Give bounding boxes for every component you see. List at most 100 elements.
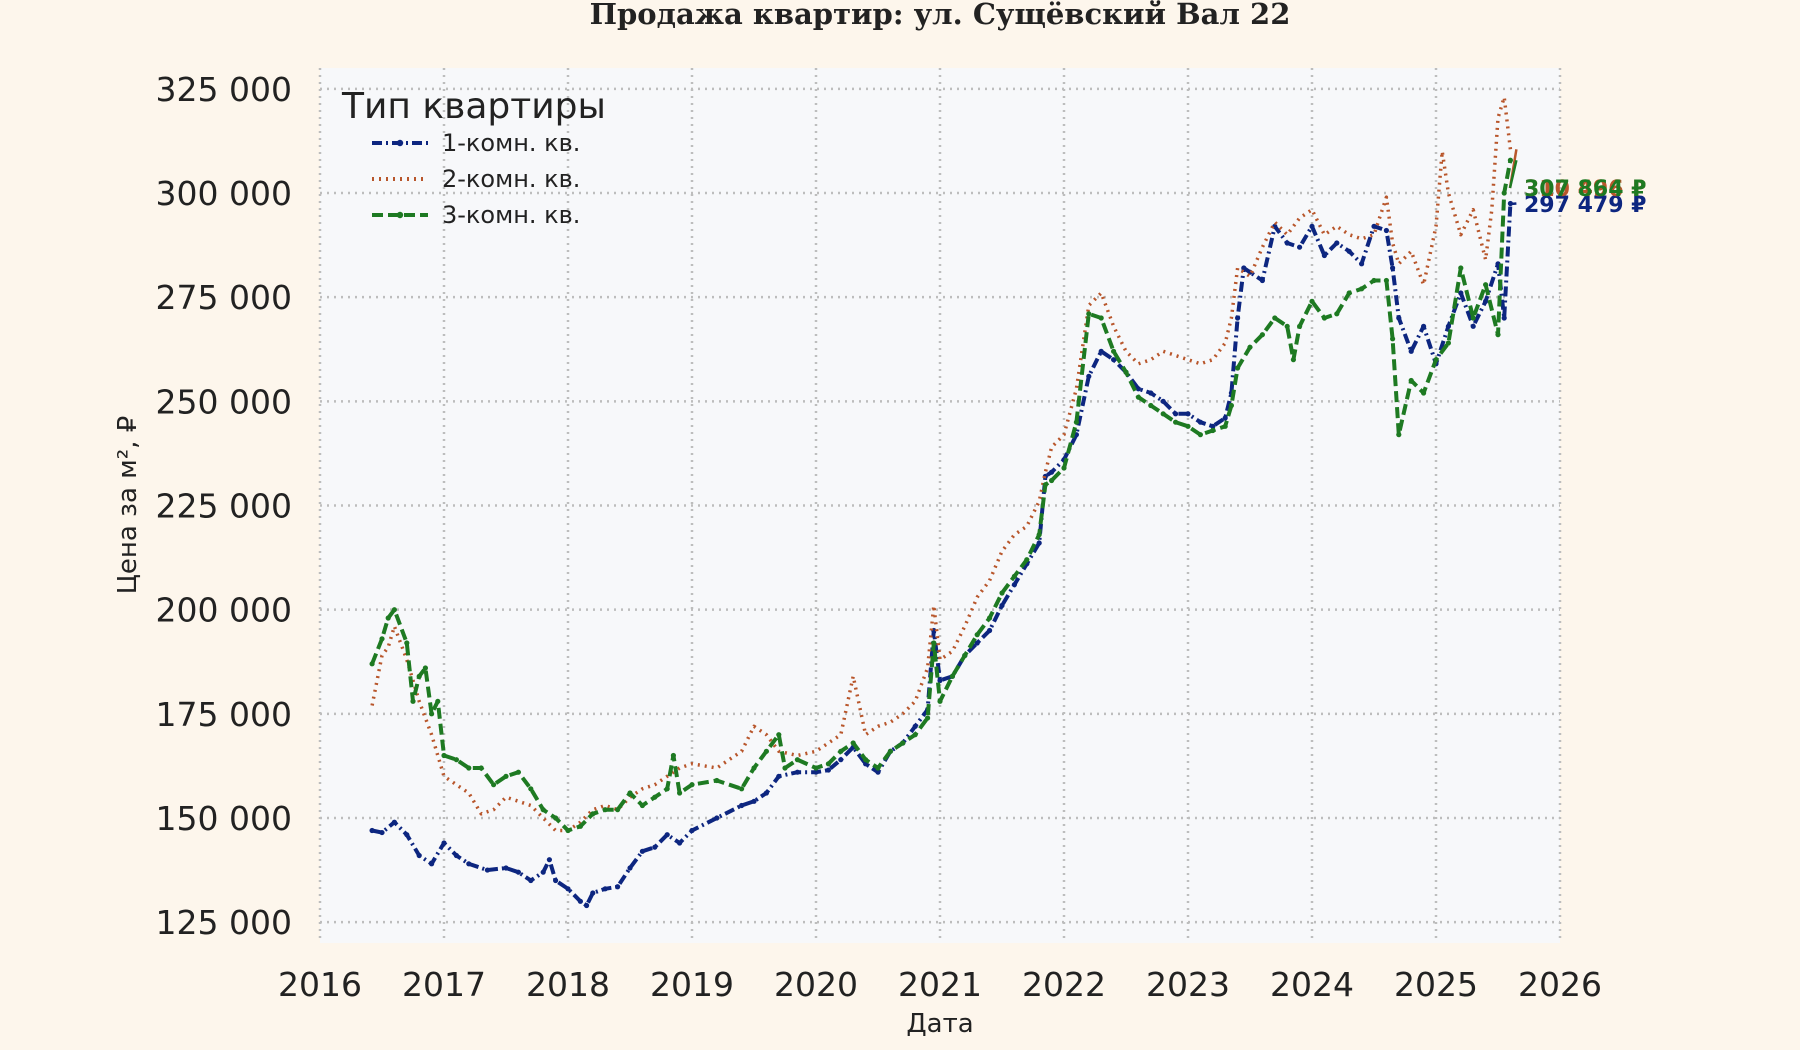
data-point <box>528 786 534 792</box>
data-point <box>794 769 801 775</box>
data-point <box>782 765 788 771</box>
data-point <box>1346 290 1352 296</box>
data-point <box>1135 386 1141 392</box>
data-point <box>1433 357 1439 363</box>
data-point <box>429 861 435 867</box>
data-point <box>1241 265 1247 271</box>
data-point <box>615 884 621 890</box>
data-point <box>974 640 980 646</box>
x-tick-label: 2019 <box>650 965 734 1004</box>
data-point <box>577 898 584 904</box>
data-point <box>1284 240 1290 246</box>
data-point <box>590 811 596 817</box>
data-point <box>1222 423 1228 429</box>
data-point <box>1334 240 1340 246</box>
data-point <box>813 769 819 775</box>
x-axis-label: Дата <box>906 1009 973 1039</box>
data-point <box>385 615 391 621</box>
data-point <box>751 765 757 771</box>
x-tick-label: 2024 <box>1270 965 1354 1004</box>
data-point <box>1421 390 1427 396</box>
data-point <box>1135 394 1141 400</box>
data-point <box>422 665 428 671</box>
data-point <box>813 765 819 771</box>
data-point <box>1390 265 1396 271</box>
data-point <box>677 840 683 846</box>
data-point <box>1346 248 1352 254</box>
data-point <box>670 752 677 759</box>
data-point <box>590 890 596 896</box>
y-axis-label: Цена за м², ₽ <box>113 416 143 595</box>
end-label: 310 496 ₽ <box>1524 177 1646 202</box>
data-point <box>825 767 832 773</box>
data-point <box>925 715 931 721</box>
data-point <box>1483 298 1489 304</box>
y-tick-label: 225 000 <box>156 487 292 526</box>
data-point <box>1197 419 1203 425</box>
data-point <box>1495 332 1501 338</box>
data-point <box>1309 223 1315 229</box>
end-label: 297 479 ₽ <box>1524 193 1646 218</box>
data-point <box>1185 423 1191 429</box>
data-point <box>739 802 745 809</box>
data-point <box>478 765 484 771</box>
y-tick-label: 200 000 <box>156 591 292 630</box>
x-tick-label: 2021 <box>898 965 982 1004</box>
data-point <box>1036 532 1042 538</box>
data-point <box>1359 261 1365 267</box>
y-tick-label: 250 000 <box>156 382 292 421</box>
data-point <box>391 607 397 613</box>
data-point <box>1408 377 1414 384</box>
data-point <box>1036 540 1042 546</box>
data-point <box>410 698 416 704</box>
legend: Тип квартиры 1-комн. кв. 2-комн. кв. 3-ком… <box>341 86 606 229</box>
legend-marker <box>396 211 404 219</box>
data-point <box>1470 315 1476 321</box>
data-point <box>999 590 1005 596</box>
data-point <box>776 773 782 779</box>
data-point <box>1123 369 1129 375</box>
data-point <box>664 786 670 792</box>
data-point <box>503 773 509 779</box>
y-tick-label: 125 000 <box>156 903 292 942</box>
data-point <box>937 698 943 704</box>
data-point <box>1470 323 1476 329</box>
data-point <box>484 867 490 873</box>
data-point <box>1061 465 1067 471</box>
data-point <box>369 827 375 834</box>
data-point <box>714 815 720 821</box>
data-point <box>565 827 571 834</box>
data-point <box>825 761 832 767</box>
data-point <box>677 790 683 796</box>
data-point <box>987 627 993 634</box>
x-tick-label: 2016 <box>278 965 362 1004</box>
data-point <box>1259 332 1265 338</box>
data-point <box>1421 323 1427 329</box>
x-tick-label: 2018 <box>526 965 610 1004</box>
data-point <box>553 877 559 884</box>
data-point <box>1173 411 1179 417</box>
data-point <box>887 748 894 754</box>
x-tick-label: 2026 <box>1518 965 1602 1004</box>
data-point <box>1098 315 1104 321</box>
data-point <box>1024 557 1030 563</box>
legend-marker <box>396 139 404 147</box>
data-point <box>369 661 375 667</box>
data-point <box>1371 223 1377 229</box>
data-point <box>466 765 472 771</box>
data-point <box>1284 323 1290 329</box>
data-point <box>1042 482 1048 488</box>
x-tick-label: 2020 <box>774 965 858 1004</box>
data-point <box>528 877 534 884</box>
data-point <box>1259 277 1265 284</box>
data-point <box>875 765 881 771</box>
data-point <box>1371 277 1377 284</box>
data-point <box>416 852 422 859</box>
data-point <box>1247 344 1253 350</box>
data-point <box>863 757 869 763</box>
data-point <box>1396 432 1402 438</box>
data-point <box>1197 432 1203 438</box>
data-point <box>974 632 980 638</box>
data-point <box>794 757 801 763</box>
